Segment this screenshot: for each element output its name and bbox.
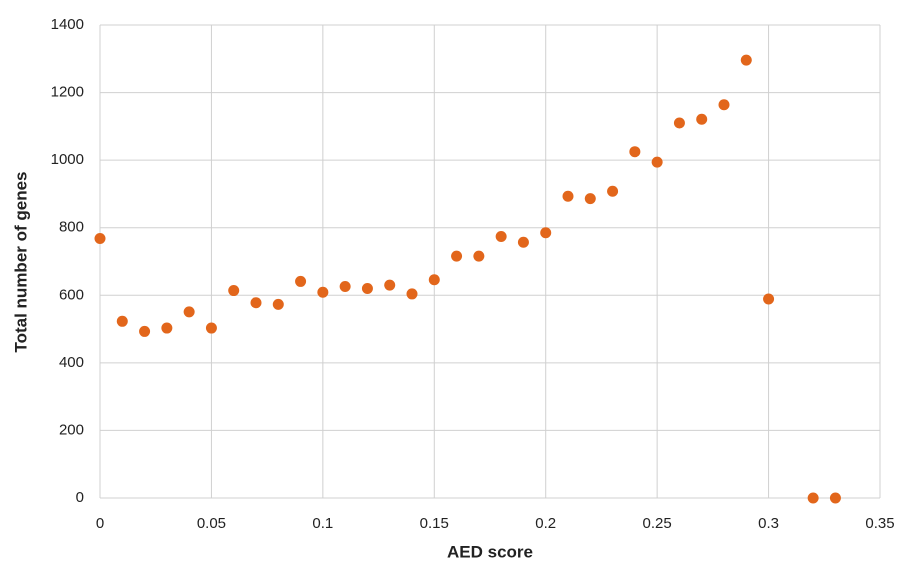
point [116, 315, 128, 327]
x-axis-title: AED score [447, 542, 533, 561]
y-tick-label: 800 [59, 219, 84, 236]
point [228, 285, 240, 297]
point [540, 227, 552, 239]
y-axis-title: Total number of genes [11, 171, 30, 352]
point [451, 250, 463, 262]
x-tick-label: 0 [96, 515, 104, 532]
point [584, 193, 596, 205]
point [495, 230, 507, 242]
x-tick-label: 0.15 [420, 515, 449, 532]
point [272, 298, 284, 310]
y-tick-label: 0 [76, 489, 84, 506]
point [651, 156, 663, 168]
point [428, 274, 440, 286]
point [829, 492, 841, 504]
point [629, 146, 641, 158]
point [696, 113, 708, 125]
x-tick-label: 0.1 [312, 515, 333, 532]
point [205, 322, 217, 334]
point [317, 286, 329, 298]
point [807, 492, 819, 504]
y-tick-label: 200 [59, 421, 84, 438]
x-tick-label: 0.25 [643, 515, 672, 532]
y-tick-label: 1000 [51, 151, 84, 168]
point [361, 283, 373, 295]
x-tick-label: 0.3 [758, 515, 779, 532]
point [406, 288, 418, 300]
point [607, 185, 619, 197]
point [339, 281, 351, 293]
point [94, 233, 106, 245]
point [562, 190, 574, 202]
point [763, 293, 775, 305]
point [473, 250, 485, 262]
point [384, 279, 396, 291]
point [161, 322, 173, 334]
point [183, 306, 195, 318]
x-tick-label: 0.05 [197, 515, 226, 532]
y-tick-label: 400 [59, 354, 84, 371]
x-tick-label: 0.2 [535, 515, 556, 532]
y-tick-label: 1200 [51, 84, 84, 101]
x-tick-label: 0.35 [865, 515, 894, 532]
point [718, 99, 730, 111]
point [673, 117, 685, 129]
point [250, 297, 262, 309]
point [517, 236, 529, 248]
y-tick-label: 600 [59, 286, 84, 303]
point [139, 325, 151, 337]
point [295, 275, 307, 287]
y-tick-label: 1400 [51, 16, 84, 33]
point [740, 54, 752, 66]
